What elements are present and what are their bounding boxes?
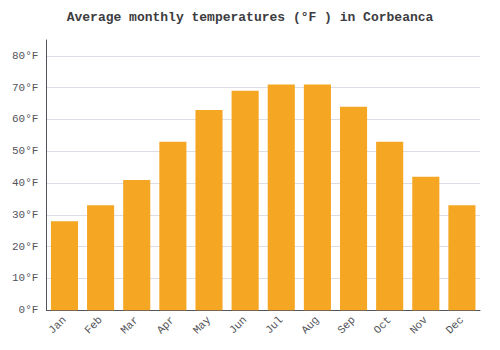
svg-text:Nov: Nov <box>408 314 431 337</box>
svg-text:Aug: Aug <box>299 314 321 336</box>
svg-text:Feb: Feb <box>82 314 104 336</box>
svg-text:60°F: 60°F <box>12 113 38 125</box>
svg-text:Average monthly temperatures (: Average monthly temperatures (°F ) in Co… <box>67 10 434 25</box>
svg-text:40°F: 40°F <box>12 177 38 189</box>
svg-text:0°F: 0°F <box>19 304 39 316</box>
svg-text:20°F: 20°F <box>12 241 38 253</box>
svg-text:May: May <box>191 314 214 337</box>
svg-text:Jan: Jan <box>46 314 68 336</box>
svg-text:80°F: 80°F <box>12 50 38 62</box>
svg-text:Jul: Jul <box>263 314 285 336</box>
svg-text:70°F: 70°F <box>12 82 38 94</box>
svg-text:Oct: Oct <box>371 314 393 336</box>
svg-text:Sep: Sep <box>335 314 357 336</box>
svg-text:10°F: 10°F <box>12 272 38 284</box>
svg-text:Apr: Apr <box>155 314 177 336</box>
svg-text:50°F: 50°F <box>12 145 38 157</box>
svg-text:Mar: Mar <box>119 314 141 336</box>
svg-text:Dec: Dec <box>444 314 466 336</box>
svg-text:Jun: Jun <box>227 314 249 336</box>
svg-text:30°F: 30°F <box>12 209 38 221</box>
